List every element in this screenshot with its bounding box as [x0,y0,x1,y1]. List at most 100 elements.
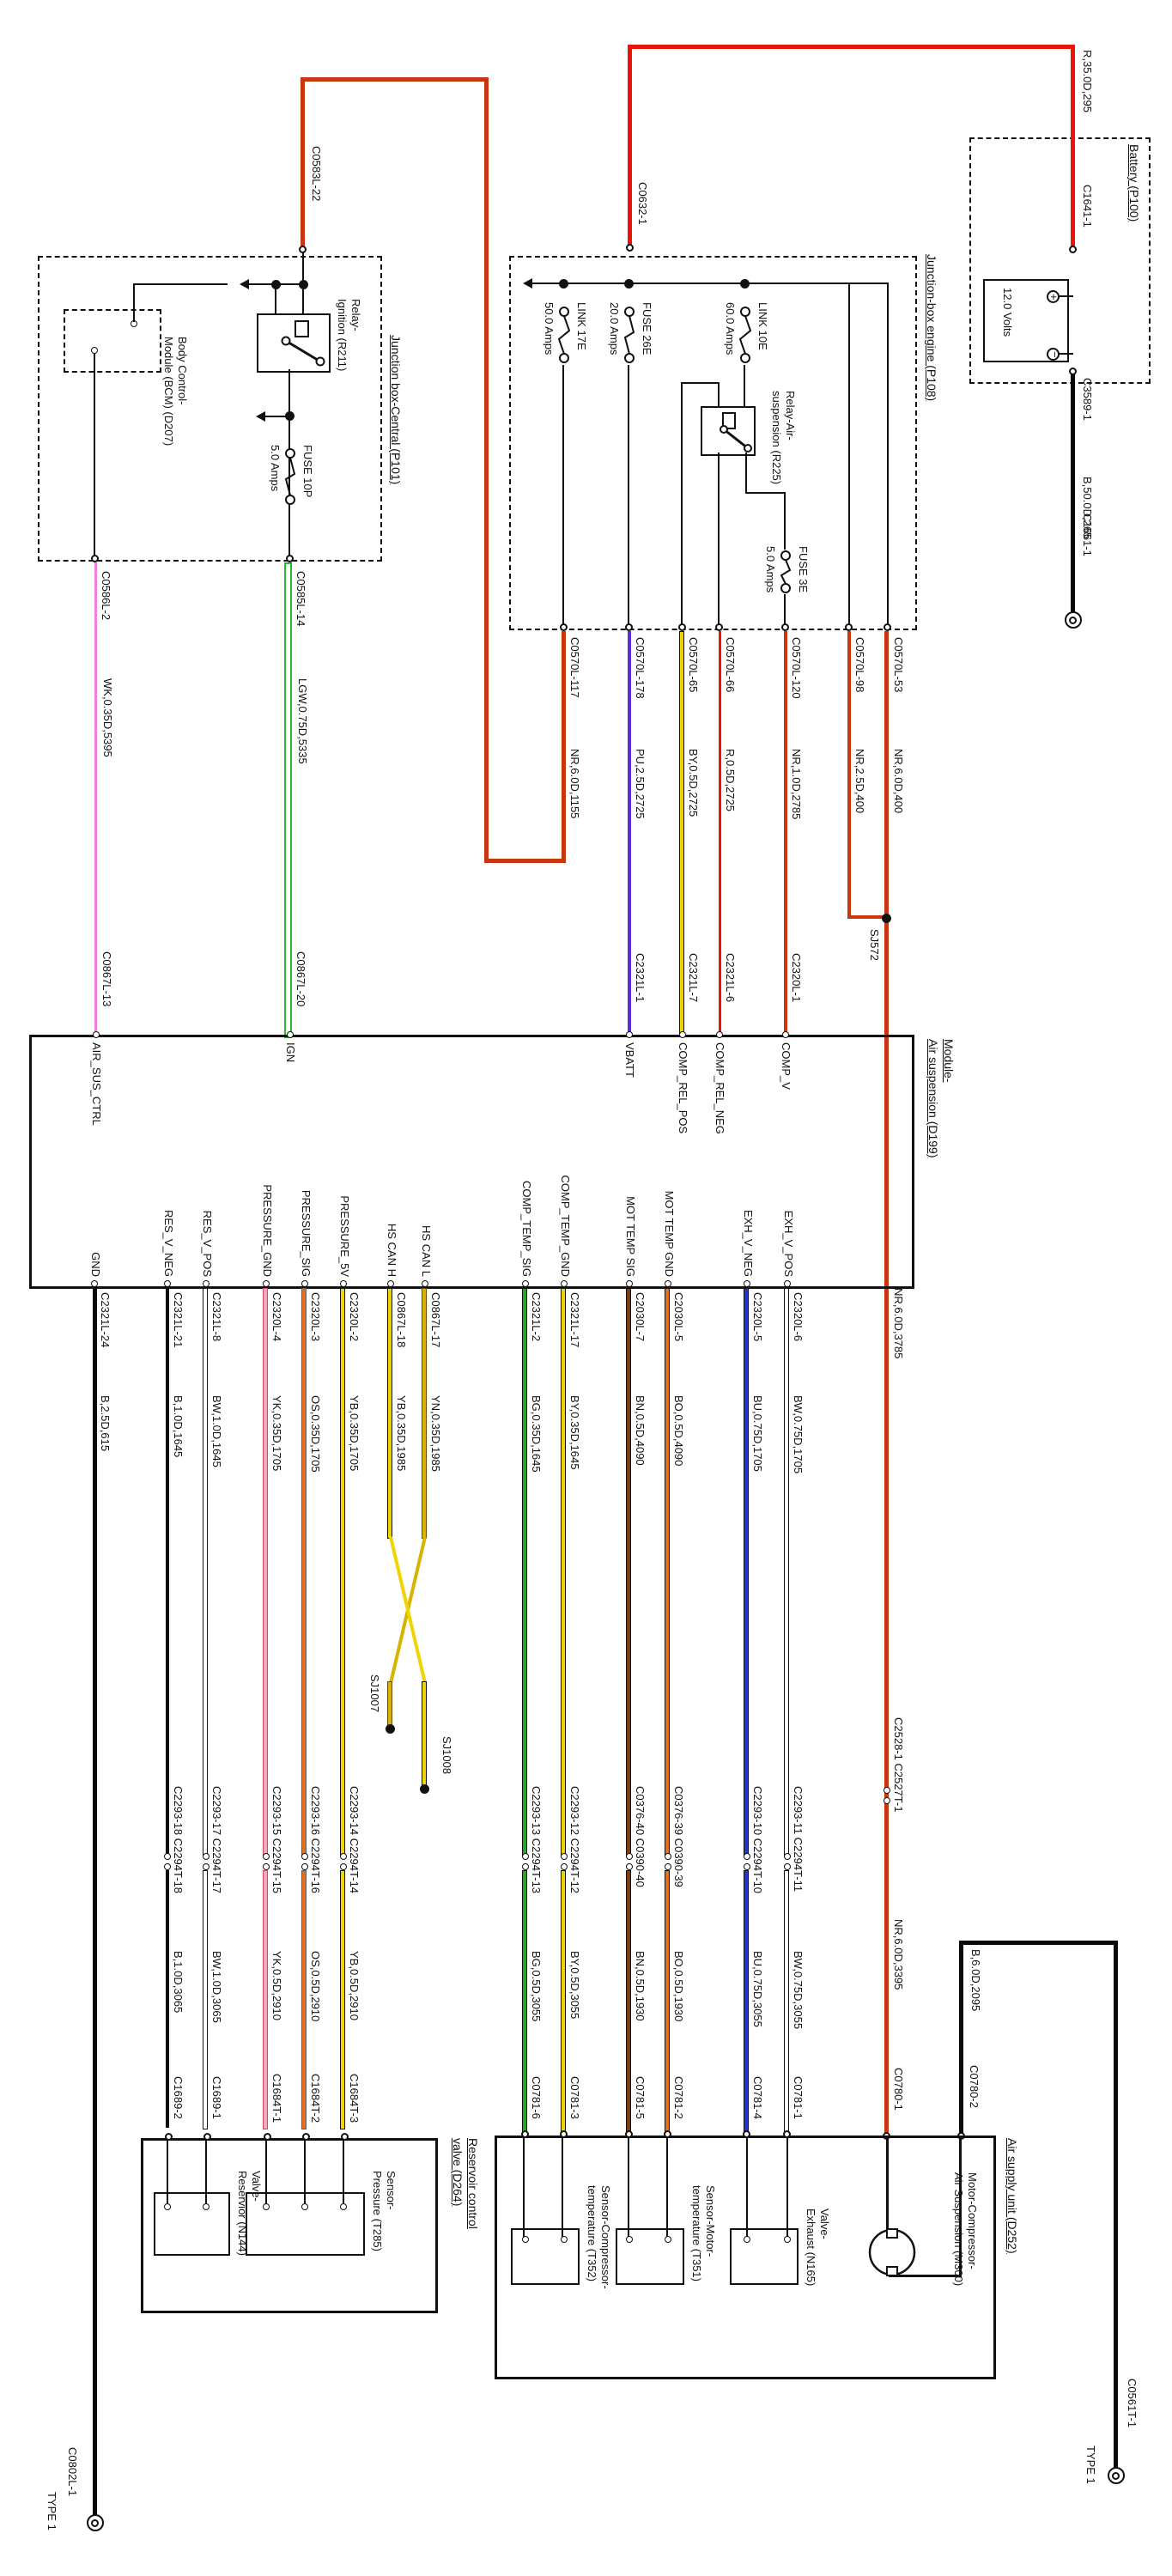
label-c0570l120: C0570L-120 [790,637,803,699]
mid-conn-12 [164,1853,171,1860]
label-t352-1: Sensor-Compressor- [599,2185,612,2289]
label-c3589: C3589-1 [1081,378,1094,421]
t285-wire1 [343,2141,344,2207]
wire-bg035-1645 [522,1288,527,1856]
label-link10e: LINK 10E [756,302,769,350]
label-bcm-line1: Body Control- [176,337,189,405]
label-c0583l22: C0583L-22 [310,146,323,202]
label-w-nr6-400: NR,6.0D,400 [892,749,905,814]
bcm-pin2 [91,347,98,354]
label-fuse26e: FUSE 26E [641,302,653,355]
mid-conn-5 [522,1853,529,1860]
module-title-2: Air suspension (D199) [926,1039,940,1158]
pin-c2320l3 [301,1280,308,1287]
label-c0802: C0802L-1 [66,2447,79,2497]
dest-c0781-5: C0781-5 [634,2076,647,2119]
mid-conn-11b [203,1863,210,1870]
t285-wire3 [265,2141,267,2207]
connector-c1689-2-sym [165,2133,173,2141]
wire-r05-2725 [719,631,721,1035]
p108-bus-dot1 [740,279,750,289]
wire-b6-2095-v [959,1941,1118,1945]
wire-b6-2095-h2 [1114,1941,1118,2469]
label-sj572: SJ572 [868,929,881,961]
t351-wire1 [666,2138,668,2239]
pin-c2321l17 [561,1280,568,1287]
wname1-b25: B,2.5D,615 [99,1395,112,1452]
dest-c0781-4: C0781-4 [751,2076,764,2119]
label-fuse10p-amps: 5.0 Amps [269,445,282,492]
wname1-bw075: BW,0.75D,1705 [792,1395,805,1474]
m300-wire-pos [886,2138,889,2229]
pin-c2320l2 [340,1280,347,1287]
label-c0570l98: C0570L-98 [853,637,866,693]
wire-yn035-1985 [422,1288,427,1539]
m300-wire-neg-h [959,2138,962,2277]
d252-title: Air supply unit (D252) [1005,2138,1019,2254]
fuse-10p-icon [284,448,296,505]
pin-c2320l6 [784,1280,791,1287]
label-w-by05-2725: BY,0.5D,2725 [687,749,700,817]
n165-pin1 [784,2236,791,2243]
label-c0632: C0632-1 [636,182,649,225]
mid-conn-5b [522,1863,529,1870]
mid-conn-8 [340,1853,347,1860]
pin-c2321l2 [522,1280,529,1287]
m300-wire-neg-v [889,2275,962,2277]
wire-battery-feed-h2 [628,45,632,249]
wire-yb035-1985 [387,1288,392,1539]
pin-c2321l7 [679,1031,686,1038]
p108-bus-dot3 [559,279,568,289]
p108-run-y570 [681,382,683,627]
splice-sj1007-dot [386,1724,395,1734]
pin-c2321l8 [203,1280,210,1287]
battery-plus-sign: + [1048,294,1060,301]
midcode-12: C2293-18 C2294T-18 [172,1786,185,1894]
wire-bw1-1645 [203,1288,208,1856]
wire-yk05-2910 [263,1870,268,2129]
wname1-os035: OS,0.35D,1705 [309,1395,322,1473]
dest-c0781-3: C0781-3 [568,2076,581,2119]
midcode-9: C2293-16 C2294T-16 [309,1786,322,1894]
wire-bo05-4090 [665,1288,670,1856]
battery-minus-sign: − [1048,351,1061,358]
pin-c2321l24 [91,1280,98,1287]
name-hscanl: HS CAN L [420,1225,433,1277]
label-n144-1: Valve- [250,2171,263,2202]
label-r225-line2: suspension (R225) [770,391,783,485]
label-w-r05-2725: R,0.5D,2725 [724,749,737,811]
label-pin-c2321l7: C2321L-7 [687,953,700,1003]
code-c2320l6: C2320L-6 [792,1292,805,1342]
wire-b25-615 [93,1288,97,2522]
pin-c2030l7 [626,1280,633,1287]
wire-wk [94,562,97,1035]
midcode-0: C2293-11 C2294T-11 [792,1786,805,1893]
wire-b1-1645 [166,1288,169,1855]
label-pin-c2321l1: C2321L-1 [634,953,647,1003]
mid-conn-3 [626,1853,633,1860]
bcm-wire-h2 [94,354,95,558]
label-pin-c2320l1: C2320L-1 [790,953,803,1003]
battery-volts: 12.0 Volts [1001,288,1014,337]
label-c0780-2: C0780-2 [968,2065,981,2108]
label-w-battery: R,35.0D,295 [1081,50,1094,112]
wname1-bg035: BG,0.35D,1645 [530,1395,543,1473]
label-type1-b: TYPE 1 [46,2492,58,2530]
t285-pin2 [301,2203,308,2210]
connector-c0781-1-sym [783,2130,791,2138]
midcode-1: C2293-10 C2294T-10 [751,1786,764,1894]
wname2-yk05: YK,0.5D,2910 [270,1951,283,2020]
wire-can-l-tail [387,1681,392,1730]
wname1-bn05: BN,0.5D,4090 [634,1395,647,1466]
wire-bw075-3055 [784,1870,789,2134]
name-comptempgnd: COMP_TEMP_GND [559,1175,572,1277]
label-bcm-line2: Module (BCM) (D207) [162,337,175,447]
t352-pin2 [522,2236,529,2243]
code-c0867l18: C0867L-18 [395,1292,408,1348]
dest-c1689-1: C1689-1 [210,2076,223,2119]
battery-title: Battery (P100) [1127,144,1141,222]
mid-conn-0 [784,1853,791,1860]
pin-name-comprelpos: COMP_REL_POS [677,1042,689,1134]
relay-r211-coil [295,320,309,337]
label-link17e-amps: 50.0 Amps [543,302,556,355]
